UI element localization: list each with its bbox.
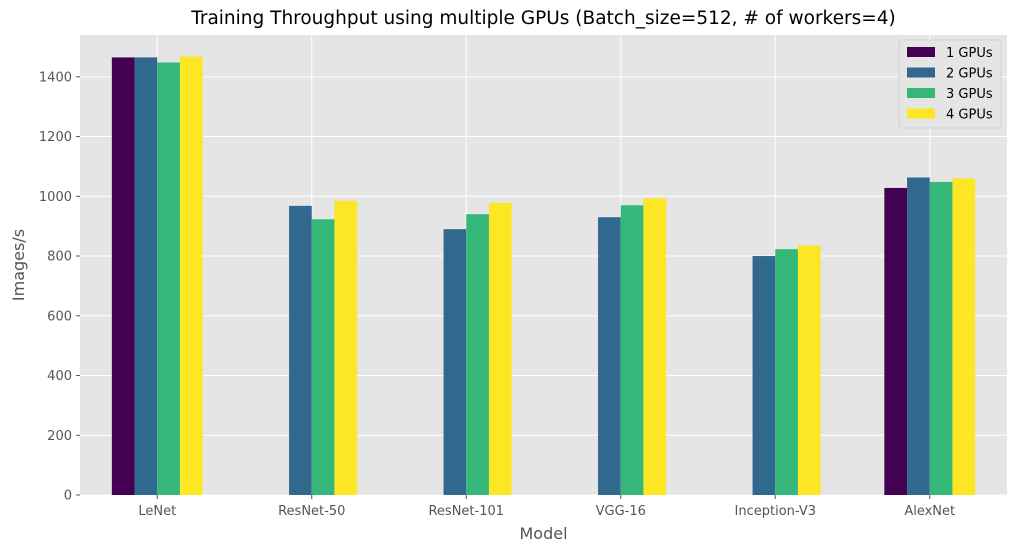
bar-2-gpus bbox=[752, 256, 776, 495]
bar-3-gpus bbox=[311, 219, 335, 495]
x-tick-label: Inception-V3 bbox=[735, 504, 816, 519]
x-tick-label: VGG-16 bbox=[596, 504, 646, 519]
bar-4-gpus bbox=[797, 245, 821, 495]
y-axis-ticks: 0 200 400 600 800 1000 1200 1400 bbox=[39, 70, 80, 504]
y-axis-label: Images/s bbox=[9, 229, 28, 301]
legend-swatch bbox=[907, 88, 935, 98]
bar-3-gpus bbox=[466, 214, 489, 496]
legend-swatch bbox=[907, 108, 935, 119]
plot-background bbox=[80, 35, 1007, 495]
legend: 1 GPUs 2 GPUs 3 GPUs 4 GPUs bbox=[898, 39, 1002, 129]
bar-4-gpus bbox=[643, 198, 667, 495]
legend-label: 3 GPUs bbox=[946, 87, 993, 102]
y-tick-label: 1400 bbox=[39, 70, 72, 85]
y-tick-label: 400 bbox=[47, 369, 72, 384]
bar-4-gpus bbox=[952, 178, 976, 495]
bar-2-gpus bbox=[598, 217, 621, 495]
y-tick-label: 0 bbox=[64, 489, 72, 504]
bars bbox=[111, 56, 976, 496]
bar-2-gpus bbox=[134, 57, 158, 496]
bar-3-gpus bbox=[157, 62, 180, 495]
bar-2-gpus bbox=[289, 205, 312, 495]
x-tick-label: ResNet-50 bbox=[278, 504, 345, 519]
bar-1-gpus bbox=[111, 57, 135, 496]
x-tick-label: ResNet-101 bbox=[428, 504, 504, 519]
bar-4-gpus bbox=[179, 56, 203, 495]
legend-label: 1 GPUs bbox=[946, 46, 993, 61]
x-axis-label: Model bbox=[519, 524, 567, 543]
legend-frame bbox=[898, 39, 1002, 129]
bar-2-gpus bbox=[907, 177, 930, 495]
x-tick-label: AlexNet bbox=[904, 504, 955, 519]
y-tick-label: 800 bbox=[47, 250, 72, 265]
legend-swatch bbox=[907, 67, 935, 78]
bar-3-gpus bbox=[620, 205, 644, 495]
bar-4-gpus bbox=[488, 202, 512, 496]
legend-label: 4 GPUs bbox=[946, 108, 993, 123]
y-tick-label: 1200 bbox=[39, 130, 72, 145]
legend-label: 2 GPUs bbox=[946, 67, 993, 82]
y-tick-label: 1000 bbox=[39, 190, 72, 205]
x-tick-label: LeNet bbox=[138, 504, 176, 519]
y-tick-label: 200 bbox=[47, 429, 72, 444]
x-axis-ticks: LeNet ResNet-50 ResNet-101 VGG-16 Inception-… bbox=[138, 495, 955, 519]
bar-3-gpus bbox=[775, 249, 798, 495]
chart-title: Training Throughput using multiple GPUs … bbox=[190, 8, 895, 29]
bar-2-gpus bbox=[443, 229, 467, 496]
bar-1-gpus bbox=[884, 187, 908, 495]
legend-swatch bbox=[907, 47, 935, 57]
y-tick-label: 600 bbox=[47, 309, 72, 324]
bar-4-gpus bbox=[334, 200, 358, 495]
bar-3-gpus bbox=[929, 181, 953, 495]
